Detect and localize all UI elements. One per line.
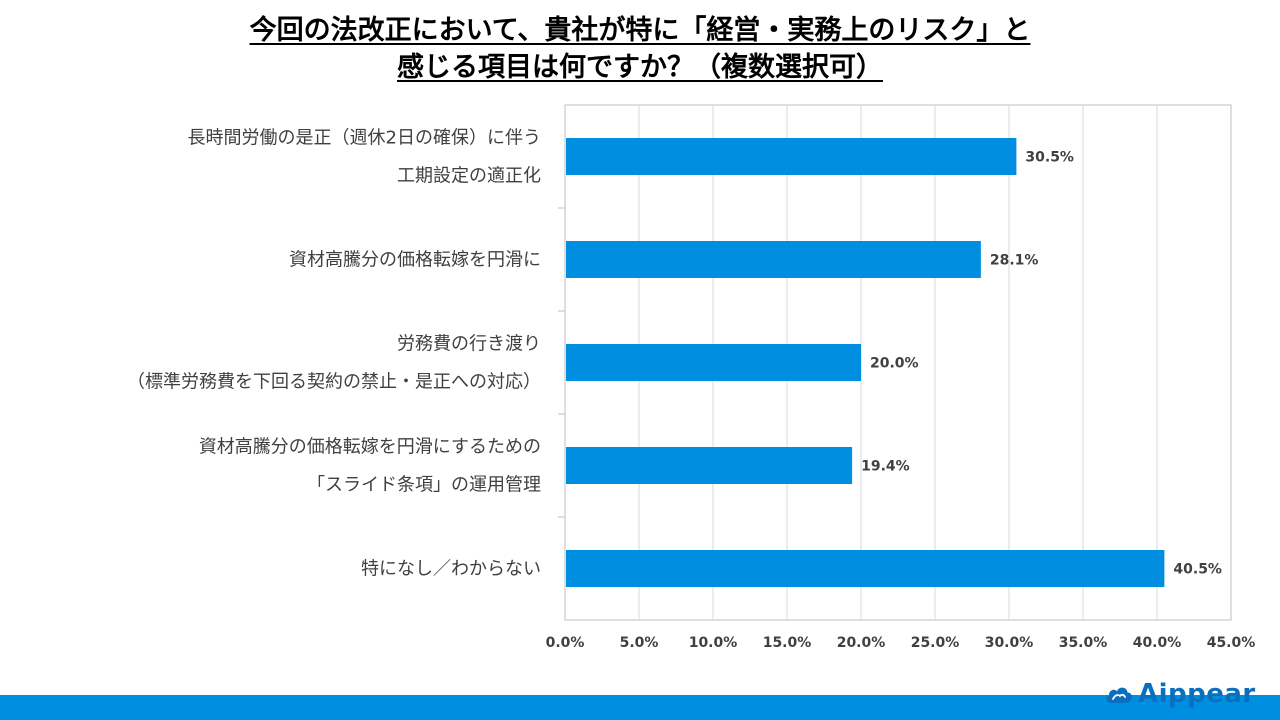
bar	[566, 447, 853, 484]
cloud-icon	[1106, 687, 1132, 703]
brand-logo: Aippear	[1104, 674, 1274, 714]
x-tick-label: 15.0%	[763, 635, 812, 651]
category-label: 資材高騰分の価格転嫁を円滑にするための	[199, 437, 541, 458]
footer-band	[0, 695, 1280, 720]
category-label: 「スライド条項」の運用管理	[307, 475, 541, 496]
bar	[566, 241, 981, 278]
category-label: 工期設定の適正化	[397, 166, 541, 187]
plot-area-border	[564, 104, 1232, 621]
data-label: 20.0%	[870, 356, 919, 372]
x-tick-label: 40.0%	[1133, 635, 1182, 651]
chart-title: 今回の法改正において、貴社が特に「経営・実務上のリスク」と 感じる項目は何ですか…	[0, 12, 1280, 86]
data-label: 28.1%	[990, 253, 1039, 269]
x-tick-label: 5.0%	[620, 635, 659, 651]
data-label: 40.5%	[1173, 562, 1222, 578]
category-label: （標準労務費を下回る契約の禁止・是正への対応）	[127, 372, 541, 393]
bar	[566, 138, 1017, 175]
bar	[566, 550, 1165, 587]
x-tick-label: 30.0%	[985, 635, 1034, 651]
chart-title-line1: 今回の法改正において、貴社が特に「経営・実務上のリスク」と	[249, 15, 1031, 46]
data-label: 30.5%	[1025, 150, 1074, 166]
x-tick-label: 35.0%	[1059, 635, 1108, 651]
x-tick-label: 25.0%	[911, 635, 960, 651]
logo-text: Aippear	[1138, 679, 1256, 709]
category-label: 長時間労働の是正（週休2日の確保）に伴う	[188, 128, 541, 149]
x-tick-label: 20.0%	[837, 635, 886, 651]
category-label: 特になし／わからない	[361, 559, 541, 580]
x-tick-label: 45.0%	[1207, 635, 1256, 651]
x-tick-label: 10.0%	[689, 635, 738, 651]
chart-title-line2: 感じる項目は何ですか？（複数選択可）	[397, 52, 883, 83]
bar	[566, 344, 861, 381]
x-tick-label: 0.0%	[546, 635, 585, 651]
category-label: 資材高騰分の価格転嫁を円滑に	[289, 250, 541, 271]
category-label: 労務費の行き渡り	[397, 334, 541, 355]
data-label: 19.4%	[861, 459, 910, 475]
